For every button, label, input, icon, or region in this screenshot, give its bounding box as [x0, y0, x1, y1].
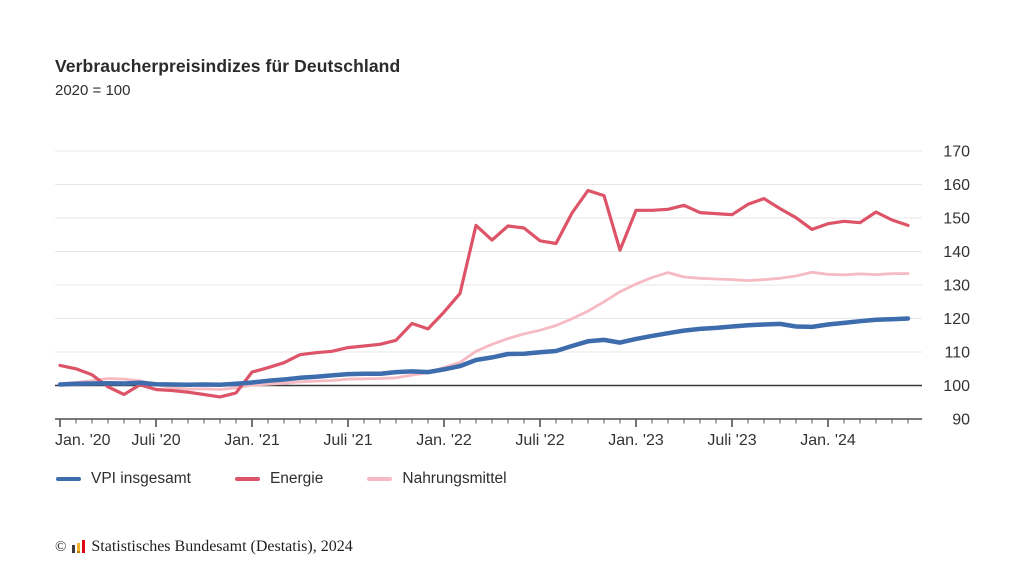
chart-title: Verbraucherpreisindizes für Deutschland: [55, 56, 401, 76]
y-tick-label-160: 160: [943, 177, 970, 194]
source-text: Statistisches Bundesamt (Destatis), 2024: [91, 538, 353, 555]
legend-item-energie[interactable]: Energie: [234, 470, 324, 488]
x-tick-label-6: Jan. '23: [608, 432, 664, 449]
x-tick-label-3: Juli '21: [323, 432, 372, 449]
energie-line-swatch-icon: [234, 477, 260, 481]
destatis-logo-icon: [72, 539, 86, 553]
x-tick-label-0: Jan. '20: [55, 432, 111, 449]
y-tick-label-100: 100: [943, 378, 970, 395]
y-tick-label-110: 110: [944, 345, 970, 362]
vpi-line-swatch-icon: [56, 477, 81, 481]
legend-label-energie: Energie: [269, 470, 324, 487]
x-tick-label-5: Juli '22: [515, 432, 564, 449]
chart-canvas: 90 100 110 120 130 140 150 160 170 Jan. '20 Juli '…: [55, 144, 970, 449]
source-line: © Statistisches Bundesamt (Destatis), 20…: [55, 538, 353, 556]
x-tick-label-7: Juli '23: [707, 432, 756, 449]
x-tick-label-2: Jan. '21: [224, 432, 280, 449]
chart-legend: VPI insgesamt Energie Nahrungsmittel: [56, 470, 507, 488]
y-tick-label-150: 150: [943, 211, 970, 228]
x-tick-label-8: Jan. '24: [800, 432, 856, 449]
series-line-nahrungsmittel: [58, 270, 910, 391]
y-tick-label-130: 130: [943, 278, 970, 295]
x-tick-label-1: Juli '20: [131, 432, 180, 449]
legend-label-vpi: VPI insgesamt: [91, 470, 191, 487]
x-tick-label-4: Jan. '22: [416, 432, 472, 449]
copyright-symbol: ©: [55, 538, 67, 555]
legend-item-nahrungsmittel[interactable]: Nahrungsmittel: [367, 470, 507, 488]
legend-item-vpi[interactable]: VPI insgesamt: [56, 470, 191, 488]
y-tick-label-140: 140: [943, 244, 970, 261]
y-tick-label-90: 90: [952, 412, 970, 429]
y-tick-label-170: 170: [943, 144, 970, 161]
series-line-energie: [58, 188, 910, 399]
series-line-vpi-insgesamt: [57, 316, 911, 388]
nahrungsmittel-line-swatch-icon: [367, 477, 393, 481]
chart-subtitle: 2020 = 100: [55, 82, 131, 99]
legend-label-nahrungsmittel: Nahrungsmittel: [402, 470, 507, 487]
y-tick-label-120: 120: [943, 311, 970, 328]
